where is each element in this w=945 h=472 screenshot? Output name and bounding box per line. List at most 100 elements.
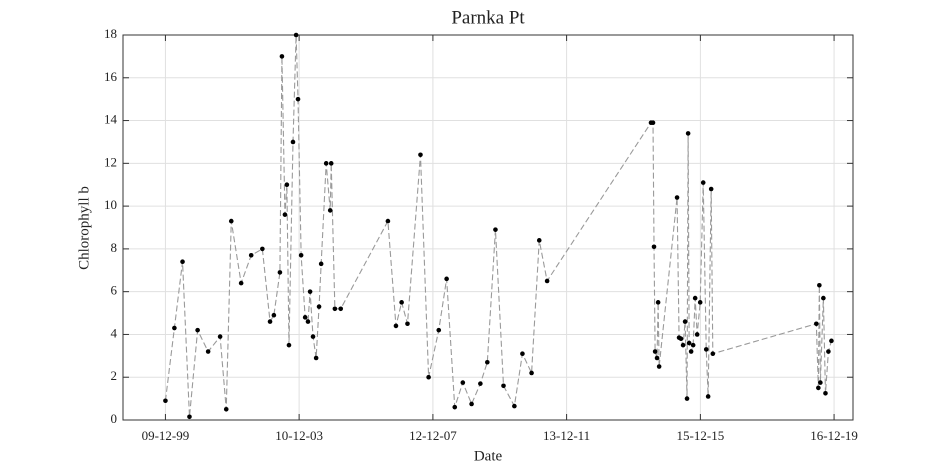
data-point (829, 338, 834, 344)
x-tick-label: 12-12-07 (409, 428, 457, 443)
data-point (338, 306, 344, 312)
data-point (478, 381, 483, 386)
data-point (680, 342, 686, 348)
data-point (302, 315, 308, 320)
data-point (655, 300, 661, 305)
plot-frame (122, 34, 854, 421)
data-point (307, 289, 313, 294)
data-point (248, 253, 254, 258)
data-point (654, 355, 660, 361)
data-point (460, 380, 466, 385)
data-point (310, 334, 316, 339)
data-point (172, 325, 177, 331)
data-point (286, 342, 292, 348)
data-point (685, 131, 691, 136)
data-point (318, 261, 324, 267)
data-point (818, 380, 823, 385)
y-tick-label: 12 (104, 154, 117, 169)
data-point (313, 355, 319, 361)
data-point (650, 120, 656, 125)
data-point (305, 319, 311, 324)
y-tick-label: 10 (104, 197, 117, 212)
data-point (485, 359, 490, 365)
data-point (295, 96, 301, 102)
y-tick-label: 14 (104, 112, 118, 127)
data-point (692, 295, 698, 301)
x-tick-label: 09-12-99 (142, 428, 190, 443)
y-tick-label: 8 (111, 240, 118, 255)
data-point (708, 186, 714, 192)
data-point (228, 218, 234, 224)
data-point (826, 349, 831, 354)
data-point (180, 259, 185, 265)
data-point (821, 295, 826, 301)
y-tick-label: 2 (111, 368, 118, 383)
data-point (674, 195, 680, 200)
chart-title: Parnka Pt (451, 7, 525, 28)
data-point (271, 312, 277, 318)
data-point (651, 244, 657, 250)
data-point (385, 218, 391, 224)
data-point (284, 182, 290, 188)
data-point (452, 404, 458, 410)
data-point (700, 180, 706, 185)
data-point (436, 327, 442, 333)
y-tick-label: 0 (111, 411, 118, 426)
data-point (238, 280, 244, 286)
y-tick-label: 16 (104, 69, 118, 84)
data-point (823, 390, 828, 396)
data-point (328, 161, 334, 166)
data-point (544, 278, 550, 284)
data-point (267, 319, 273, 324)
data-point (520, 351, 525, 356)
data-point (293, 32, 299, 38)
data-point (678, 336, 684, 342)
data-point (426, 374, 431, 380)
data-point (418, 152, 423, 158)
y-tick-label: 18 (104, 26, 117, 41)
data-point (703, 347, 709, 352)
data-point (195, 327, 200, 333)
x-axis-label: Date (474, 448, 503, 464)
x-tick-label: 15-12-15 (677, 428, 725, 443)
data-point (277, 270, 283, 275)
data-point (690, 342, 696, 348)
data-point (816, 385, 821, 391)
data-point (405, 321, 410, 327)
data-point (710, 351, 716, 356)
data-point (688, 349, 694, 354)
y-axis-label: Chlorophyll b (76, 186, 92, 270)
data-point (323, 161, 329, 166)
data-point (697, 300, 703, 305)
data-point (469, 401, 474, 407)
data-point (332, 306, 338, 312)
data-point (298, 253, 304, 258)
data-point (652, 349, 658, 354)
data-point (187, 414, 192, 420)
data-point (279, 54, 285, 59)
data-point (686, 340, 692, 346)
data-point (684, 396, 690, 401)
x-tick-label: 16-12-19 (810, 428, 858, 443)
data-point (223, 407, 229, 412)
data-point (290, 139, 296, 145)
data-point (163, 398, 168, 404)
x-tick-label: 10-12-03 (275, 428, 323, 443)
data-point (399, 300, 404, 305)
y-tick-label: 6 (111, 283, 118, 298)
x-tick-label: 13-12-11 (543, 428, 590, 443)
data-point (205, 349, 211, 354)
data-point (501, 383, 506, 389)
data-line (164, 34, 832, 417)
data-point (529, 370, 534, 376)
data-point (682, 319, 688, 324)
data-point (217, 334, 223, 339)
data-point (817, 282, 822, 288)
data-point (316, 304, 322, 309)
data-point (512, 403, 517, 409)
data-point (705, 394, 711, 399)
data-point (814, 321, 819, 327)
